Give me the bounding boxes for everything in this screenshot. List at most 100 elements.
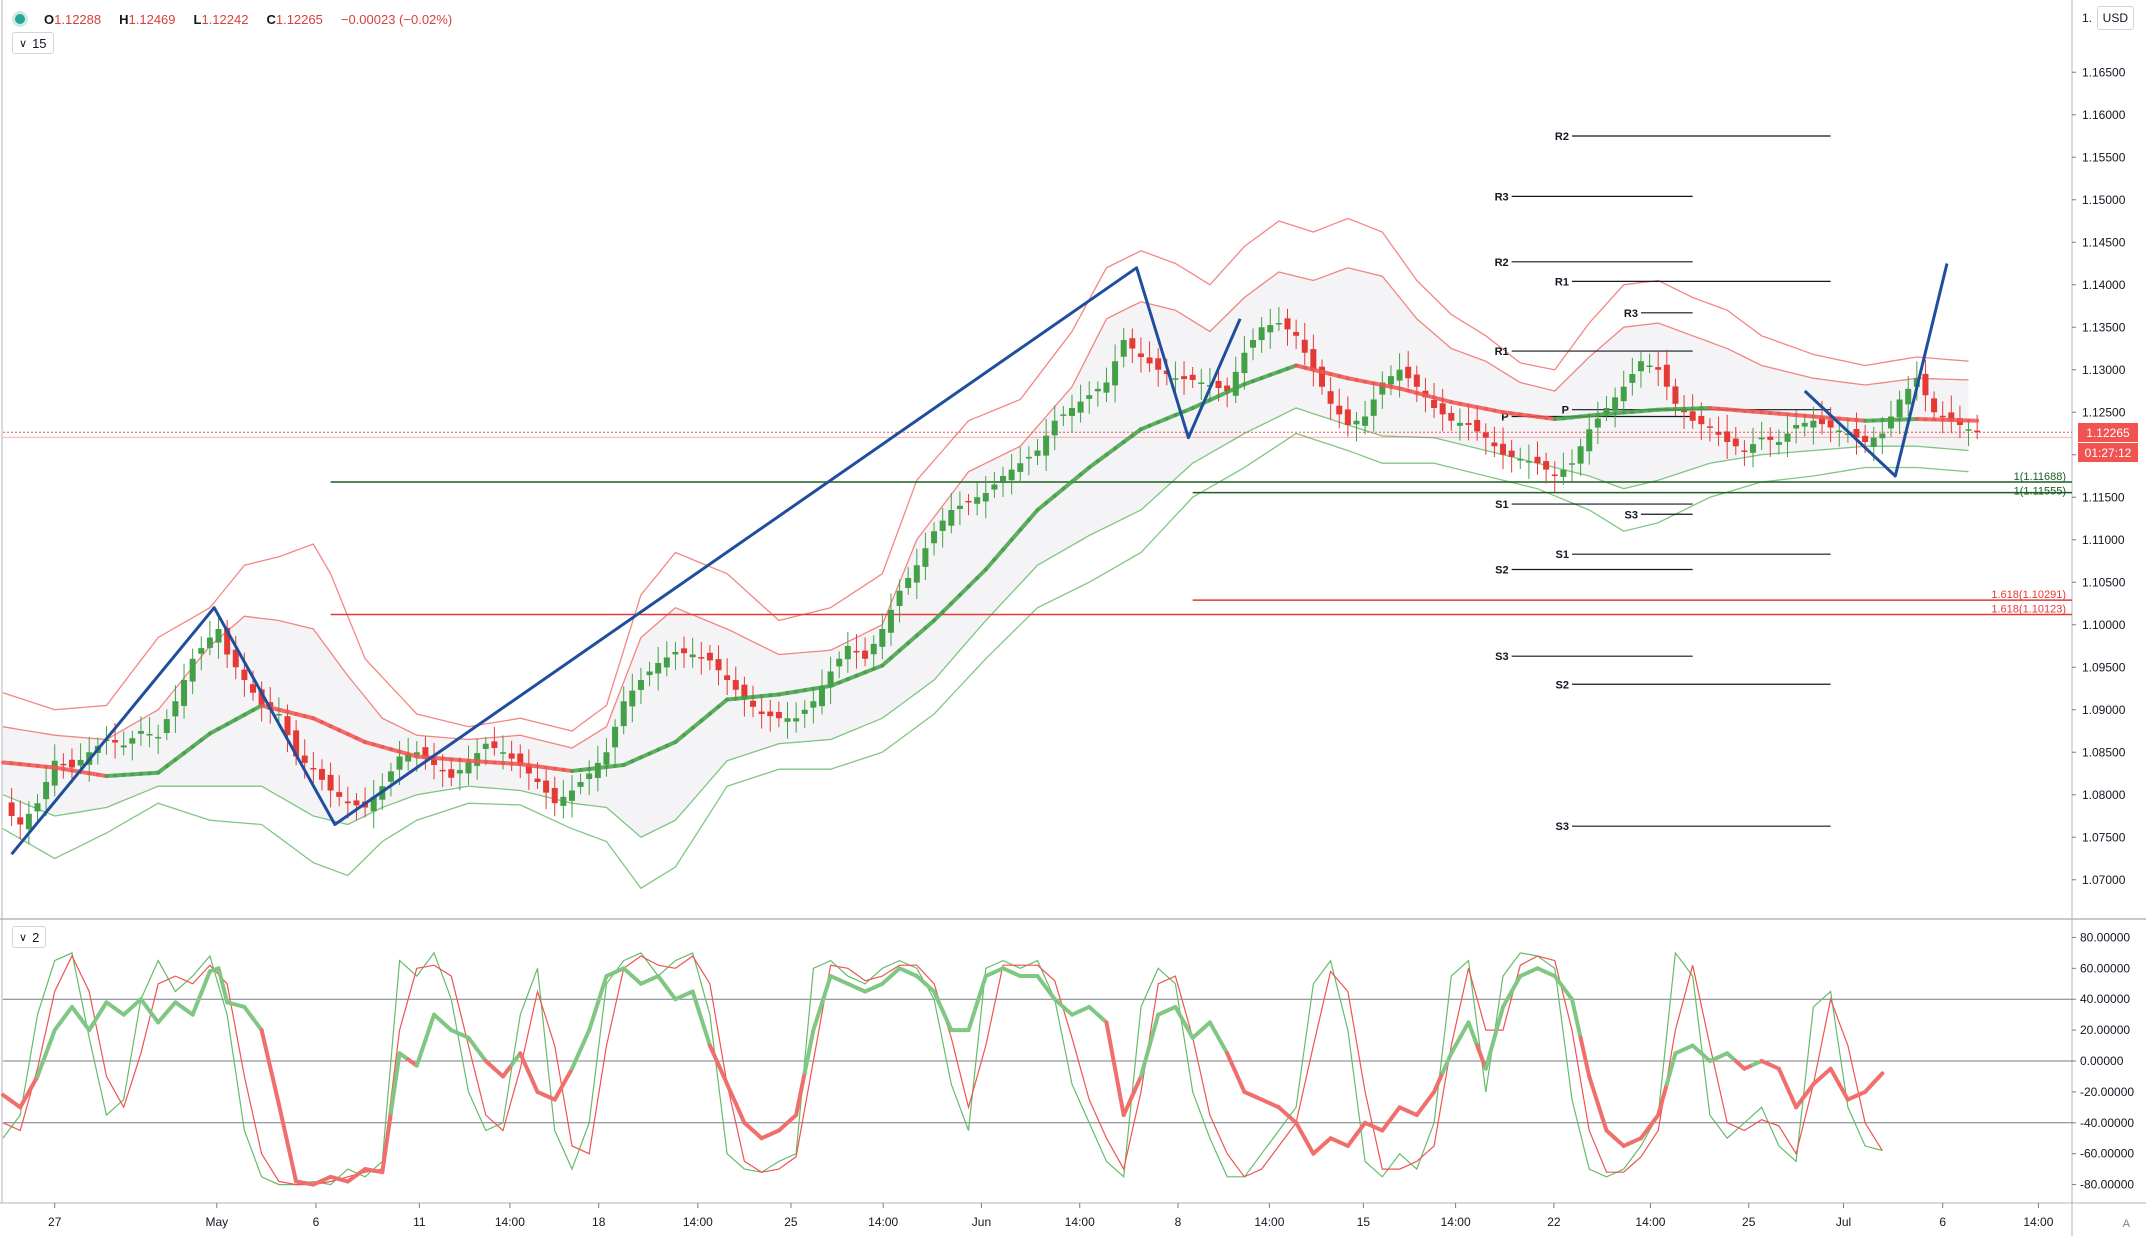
candle-body xyxy=(637,680,644,690)
chevron-down-icon: ∨ xyxy=(19,931,28,944)
close-value: C1.12265 xyxy=(266,12,331,27)
candle-body xyxy=(1413,374,1420,387)
osc-k-segment xyxy=(1044,985,1057,1002)
candle-body xyxy=(1301,339,1308,353)
osc-k-segment xyxy=(285,1140,299,1184)
basis-segment xyxy=(975,567,988,580)
osc-k-segment xyxy=(595,974,609,1006)
osc-k-segment xyxy=(1492,1004,1506,1040)
candle-body xyxy=(1258,327,1265,341)
candle-body xyxy=(1456,422,1463,426)
time-tick-label: 15 xyxy=(1357,1215,1371,1229)
candle-body xyxy=(1318,366,1325,387)
candle-body xyxy=(1060,414,1067,416)
change-value: −0.00023 (−0.02%) xyxy=(340,11,453,27)
candle-body xyxy=(913,565,920,583)
candle-body xyxy=(896,590,903,606)
candle-body xyxy=(1068,408,1075,416)
high-label: H xyxy=(119,11,129,27)
osc-k-segment xyxy=(690,989,704,1021)
currency-button[interactable]: USD xyxy=(2096,6,2134,30)
osc-k-segment xyxy=(932,989,945,1013)
time-tick-label: May xyxy=(205,1215,228,1229)
candle-body xyxy=(353,800,360,806)
fib-level-label: 1(1.11555) xyxy=(2014,486,2066,498)
candle-body xyxy=(1327,391,1334,404)
time-tick-label: 27 xyxy=(48,1215,62,1229)
auto-scale-button[interactable]: A xyxy=(2122,1218,2130,1230)
candle-body xyxy=(396,756,403,770)
candle-body xyxy=(551,787,558,804)
candle-body xyxy=(1525,461,1532,463)
pivot-label: S3 xyxy=(1556,821,1569,833)
candle-body xyxy=(327,774,334,791)
candle-body xyxy=(241,669,248,680)
candle-body xyxy=(1025,456,1032,459)
candle-body xyxy=(827,671,834,688)
osc-k-segment xyxy=(1638,1124,1652,1141)
fib-level-label: 1.618(1.10123) xyxy=(1991,604,2066,616)
candle-body xyxy=(25,813,32,830)
close-label: C xyxy=(266,11,276,27)
low-value: L1.12242 xyxy=(194,12,258,27)
osc-k-segment xyxy=(259,1028,273,1070)
price-tick-label: 1.10000 xyxy=(2082,618,2126,632)
time-tick-label: 14:00 xyxy=(2023,1215,2053,1229)
osc-k-segment xyxy=(1113,1066,1126,1118)
candle-body xyxy=(68,759,75,768)
osc-tick-label: -40.00000 xyxy=(2080,1116,2134,1130)
osc-k-segment xyxy=(733,1101,747,1125)
osc-k-segment xyxy=(1449,1035,1462,1056)
candle-body xyxy=(1775,442,1782,445)
candle-body xyxy=(232,649,239,668)
price-tick-label: 1.14500 xyxy=(2082,235,2126,249)
osc-k-segment xyxy=(1414,1101,1428,1118)
candle-body xyxy=(1181,376,1188,380)
candle-body xyxy=(284,716,291,736)
candle-body xyxy=(1594,418,1601,428)
osc-k-segment xyxy=(475,1047,488,1063)
time-tick-label: 14:00 xyxy=(1254,1215,1284,1229)
osc-k-segment xyxy=(1121,1093,1135,1118)
candle-body xyxy=(1500,443,1507,455)
candle-body xyxy=(431,759,438,765)
candle-body xyxy=(1034,450,1041,456)
candle-body xyxy=(1870,437,1877,447)
candle-body xyxy=(931,531,938,544)
candle-body xyxy=(370,796,377,812)
candle-body xyxy=(568,790,575,801)
price-tick-label: 1.15000 xyxy=(2082,193,2126,207)
chevron-down-icon: ∨ xyxy=(19,37,28,50)
time-tick-label: Jul xyxy=(1836,1215,1851,1229)
osc-k-segment xyxy=(794,1070,807,1118)
candle-body xyxy=(534,778,541,782)
pivot-label: S1 xyxy=(1495,499,1508,511)
oscillator-collapse-button[interactable]: ∨ 2 xyxy=(12,926,47,948)
candle-body xyxy=(422,747,429,759)
pivot-label: R1 xyxy=(1495,346,1509,358)
candle-body xyxy=(1112,361,1119,386)
basis-segment xyxy=(949,593,962,606)
price-tick-label: 1.09000 xyxy=(2082,703,2126,717)
basis-segment xyxy=(1001,537,1014,552)
candle-body xyxy=(1784,433,1791,442)
osc-k-segment xyxy=(1578,1035,1592,1079)
osc-k-segment xyxy=(1104,1020,1118,1071)
candle-body xyxy=(189,658,196,682)
indicator-collapse-button[interactable]: ∨ 15 xyxy=(12,32,54,54)
pivot-label: R1 xyxy=(1555,276,1569,288)
candle-body xyxy=(732,680,739,690)
osc-tick-label: 80.00000 xyxy=(2080,930,2130,944)
low-number: 1.12242 xyxy=(201,11,249,27)
osc-k-segment xyxy=(1656,1082,1669,1118)
osc-k-segment xyxy=(569,1047,583,1071)
fib-level-label: 1.618(1.10291) xyxy=(1991,589,2066,601)
candle-body xyxy=(405,754,412,762)
osc-k-segment xyxy=(552,1082,566,1102)
time-tick-label: 6 xyxy=(1939,1215,1946,1229)
osc-k-segment xyxy=(811,1001,824,1033)
open-label: O xyxy=(44,11,55,27)
candle-body xyxy=(1732,438,1739,447)
stochastic-oscillator xyxy=(1,951,2072,1187)
